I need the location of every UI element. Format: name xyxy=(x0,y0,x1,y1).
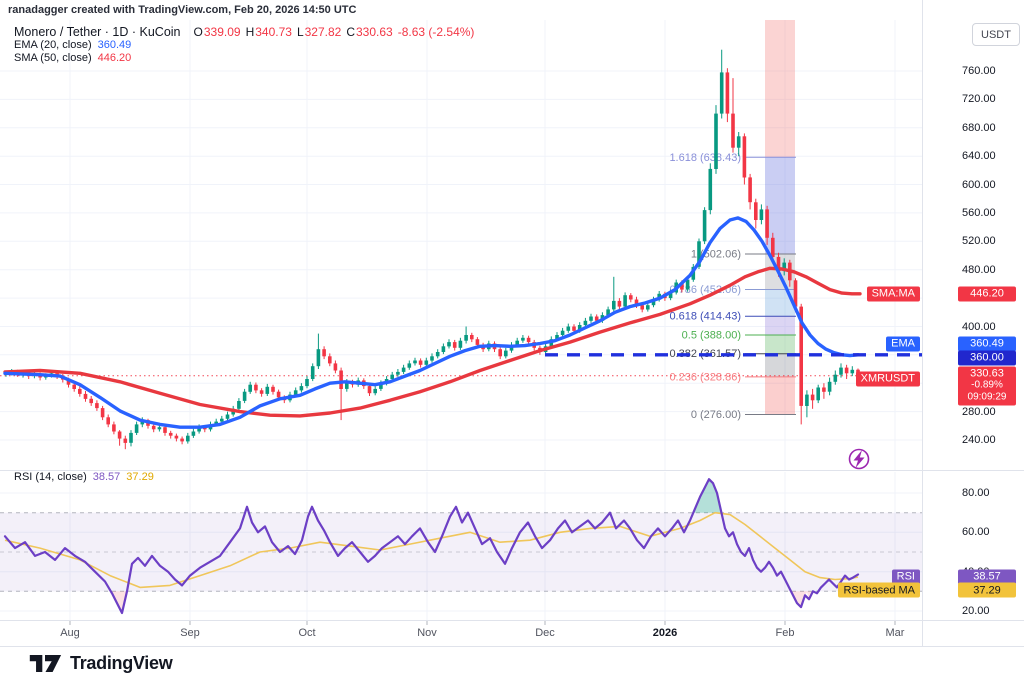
ohlc-value: 339.09 xyxy=(203,25,241,39)
pane-separators xyxy=(0,0,1024,647)
rsi-ma-label-badge: RSI-based MA xyxy=(838,582,920,598)
time-tick-label[interactable]: Dec xyxy=(535,627,555,639)
sma-axis-badge: 446.20 xyxy=(958,286,1016,302)
ema-label-badge: EMA xyxy=(886,336,920,351)
price-tick-label[interactable]: 560.00 xyxy=(962,206,996,219)
sma-legend[interactable]: SMA (50, close) 446.20 xyxy=(14,52,131,64)
rsi-axis-badge: 38.57 xyxy=(958,569,1016,584)
rsi-ma-axis-badge: 37.29 xyxy=(958,582,1016,598)
time-tick-label[interactable]: Mar xyxy=(885,627,905,639)
price-tick-label[interactable]: 600.00 xyxy=(962,178,996,191)
fib-level-label: 1.618 (638.43) xyxy=(669,152,741,164)
rsi-tick-label[interactable]: 80.00 xyxy=(962,487,990,499)
rsi-label-badge: RSI xyxy=(891,569,920,584)
ohlc-key: L xyxy=(296,25,304,39)
tradingview-logo-text: TradingView xyxy=(70,652,173,673)
change-value: -8.63 (-2.54%) xyxy=(397,25,475,39)
rsi-ma-legend-value: 37.29 xyxy=(126,471,154,483)
time-tick-label[interactable]: 2026 xyxy=(652,627,678,639)
sma50-line[interactable] xyxy=(3,266,862,418)
symbol-legend[interactable]: Monero / Tether · 1D · KuCoin O339.09 H340… xyxy=(14,25,474,39)
price-tick-label[interactable]: 520.00 xyxy=(962,235,996,248)
time-tick-label[interactable]: Nov xyxy=(417,627,437,639)
price-tick-label[interactable]: 720.00 xyxy=(962,93,996,106)
price-tick-label[interactable]: 640.00 xyxy=(962,150,996,163)
rsi-tick-label[interactable]: 20.00 xyxy=(962,605,990,617)
symbol-price-axis-badge: 330.63 -0.89% 09:09:29 xyxy=(958,366,1016,406)
price-tick-label[interactable]: 760.00 xyxy=(962,65,996,77)
ohlc-value: 330.63 xyxy=(356,25,393,39)
ohlc-key: C xyxy=(346,25,355,39)
ema-legend-value: 360.49 xyxy=(97,38,132,51)
tradingview-logo-icon xyxy=(29,654,62,672)
rsi-pane[interactable] xyxy=(0,478,922,615)
grid-lines xyxy=(0,20,922,620)
attribution-text: ranadagger created with TradingView.com,… xyxy=(8,4,357,16)
fib-level-label: 0.236 (328.86) xyxy=(669,371,741,383)
price-tick-label[interactable]: 280.00 xyxy=(962,405,996,418)
symbol-title: Monero / Tether · 1D · KuCoin xyxy=(14,25,181,39)
currency-unit-button[interactable]: USDT xyxy=(972,23,1020,46)
time-tick-label[interactable]: Feb xyxy=(775,627,795,639)
price-tick-label[interactable]: 680.00 xyxy=(962,121,996,134)
tradingview-logo[interactable]: TradingView xyxy=(28,650,173,676)
rsi-line xyxy=(3,478,860,615)
sma-legend-value: 446.20 xyxy=(97,51,132,64)
symbol-price-label-badge: XMRUSDT xyxy=(855,371,920,387)
time-tick-label[interactable]: Aug xyxy=(60,627,80,639)
support-level-axis-badge: 360.00 xyxy=(958,350,1016,366)
sma-legend-label: SMA (50, close) xyxy=(14,51,92,64)
fib-level-label: 0.618 (414.43) xyxy=(669,311,741,323)
time-tick-label[interactable]: Oct xyxy=(298,627,316,639)
ema-legend-label: EMA (20, close) xyxy=(14,38,92,51)
time-tick-label[interactable]: Sep xyxy=(180,627,200,639)
price-tick-label[interactable]: 400.00 xyxy=(962,320,996,333)
ema20-line[interactable] xyxy=(3,216,860,429)
ohlc-value: 340.73 xyxy=(255,25,292,39)
rsi-legend[interactable]: RSI (14, close) 38.57 37.29 xyxy=(14,471,154,483)
ohlc-value: 327.82 xyxy=(304,25,342,39)
ohlc-key: O xyxy=(193,25,203,39)
fib-level-label: 0.5 (388.00) xyxy=(682,330,741,342)
sma-label-badge: SMA:MA xyxy=(866,286,920,302)
ohlc-values: O339.09 H340.73 L327.82 C330.63 xyxy=(189,25,393,39)
ema-legend[interactable]: EMA (20, close) 360.49 xyxy=(14,39,131,51)
rsi-legend-label: RSI (14, close) xyxy=(14,471,87,483)
price-tick-label[interactable]: 480.00 xyxy=(962,263,996,276)
rsi-ma-line xyxy=(4,511,859,589)
rsi-legend-value: 38.57 xyxy=(92,471,121,483)
fib-level-label: 0 (276.00) xyxy=(691,409,741,421)
rsi-tick-label[interactable]: 60.00 xyxy=(962,526,990,539)
price-tick-label[interactable]: 240.00 xyxy=(962,434,996,446)
ema-axis-badge: 360.49 xyxy=(958,336,1016,351)
fib-retracement-zone[interactable]: 1.618 (638.43)1 (502.06)0.786 (452.06)0.… xyxy=(669,20,796,421)
ohlc-key: H xyxy=(245,25,255,39)
boost-icon[interactable] xyxy=(848,448,870,470)
